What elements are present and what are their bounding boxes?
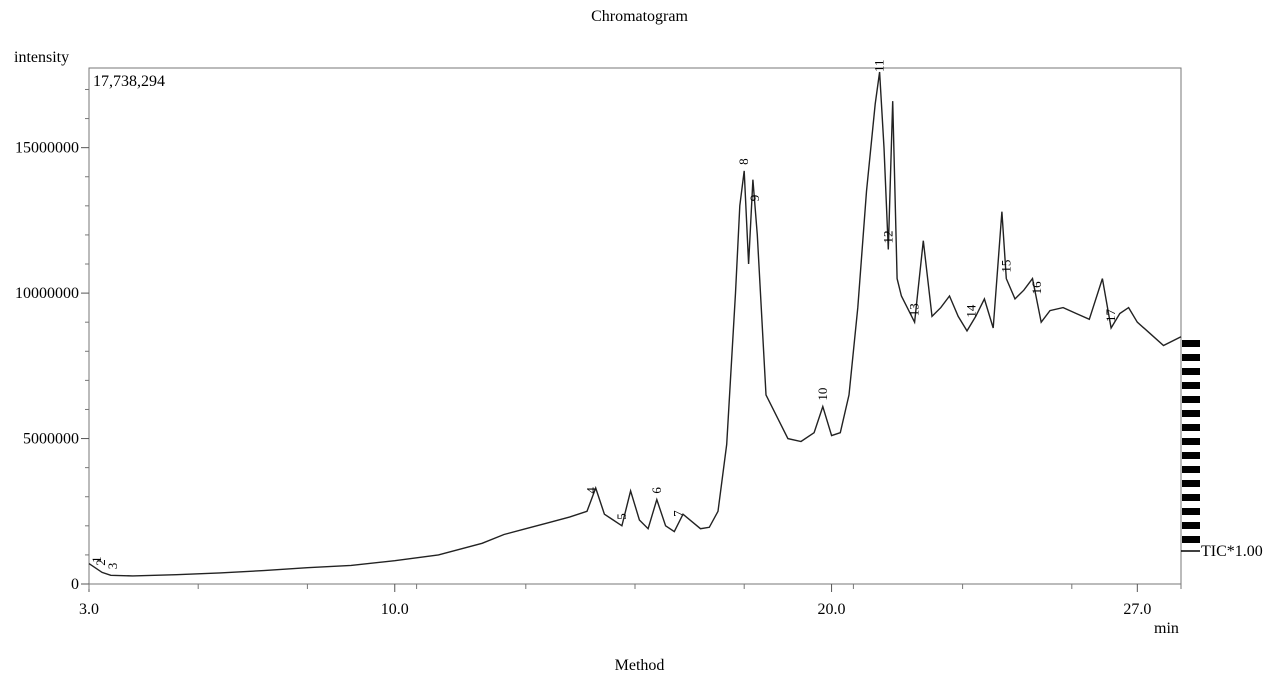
scale-bar-segment [1182,529,1200,536]
peak-label: 16 [1029,281,1044,295]
scale-bar-segment [1182,480,1200,487]
scale-bar-segment [1182,368,1200,375]
peak-label: 11 [872,59,887,72]
scale-bar-segment [1182,375,1200,382]
peak-label: 9 [747,195,762,202]
peak-label: 3 [105,563,120,570]
scale-bar-segment [1182,459,1200,466]
scale-bar-segment [1182,473,1200,480]
scale-bar-segment [1182,536,1200,543]
scale-bar-segment [1182,494,1200,501]
scale-bar-segment [1182,522,1200,529]
max-intensity-label: 17,738,294 [93,73,165,90]
y-tick-label: 5000000 [23,431,79,448]
peak-label: 12 [880,231,895,244]
scale-bar-segment [1182,431,1200,438]
scale-bar-segment [1182,515,1200,522]
peak-label: 7 [671,510,686,517]
scale-bar-segment [1182,508,1200,515]
scale-bar-segment [1182,382,1200,389]
y-tick-label: 0 [71,576,79,593]
trace-group [88,71,1182,577]
peak-label: 15 [998,260,1013,273]
peak-label: 17 [1103,309,1118,323]
scale-bar-segment [1182,501,1200,508]
x-tick-label: 10.0 [381,601,409,618]
peak-label: 14 [963,304,978,318]
scale-bar-segment [1182,361,1200,368]
scale-bar-segment [1182,354,1200,361]
scale-bar-segment [1182,347,1200,354]
trace-label: TIC*1.00 [1201,543,1263,560]
x-axis: 3.0 10.0 20.0 27.0 [79,584,1182,618]
scale-bar-segment [1182,410,1200,417]
scale-bar-segment [1182,417,1200,424]
scale-bar-segment [1182,487,1200,494]
scale-bar-segment [1182,403,1200,410]
y-axis-label: intensity [14,49,70,66]
x-tick-label: 20.0 [818,601,846,618]
footer-label: Method [614,657,665,674]
scale-bar-segment [1182,438,1200,445]
tic-trace-line [88,71,1182,577]
peak-label: 4 [583,487,598,494]
x-tick-label: 3.0 [79,601,99,618]
scale-bar-segment [1182,424,1200,431]
y-axis: 0 5000000 10000000 15000000 [15,88,89,593]
y-tick-label: 10000000 [15,285,79,302]
peak-label: 6 [649,487,664,494]
x-tick-label: 27.0 [1123,601,1151,618]
peak-label: 2 [93,559,108,566]
scale-bar-segment [1182,445,1200,452]
peak-label: 13 [907,303,922,316]
tic-scale-bar [1181,340,1200,552]
peak-label: 5 [614,513,629,520]
peak-label: 1 [89,556,104,563]
peak-label: 8 [736,158,751,165]
scale-bar-segment [1182,466,1200,473]
peak-label: 10 [815,388,830,401]
scale-bar-segment [1182,543,1200,546]
scale-bar-segment [1182,389,1200,396]
scale-bar-segment [1182,452,1200,459]
scale-bar-segment [1182,396,1200,403]
scale-bar-segment [1182,340,1200,347]
chart-title: Chromatogram [591,8,688,25]
x-axis-label: min [1154,620,1179,637]
y-tick-label: 15000000 [15,140,79,157]
